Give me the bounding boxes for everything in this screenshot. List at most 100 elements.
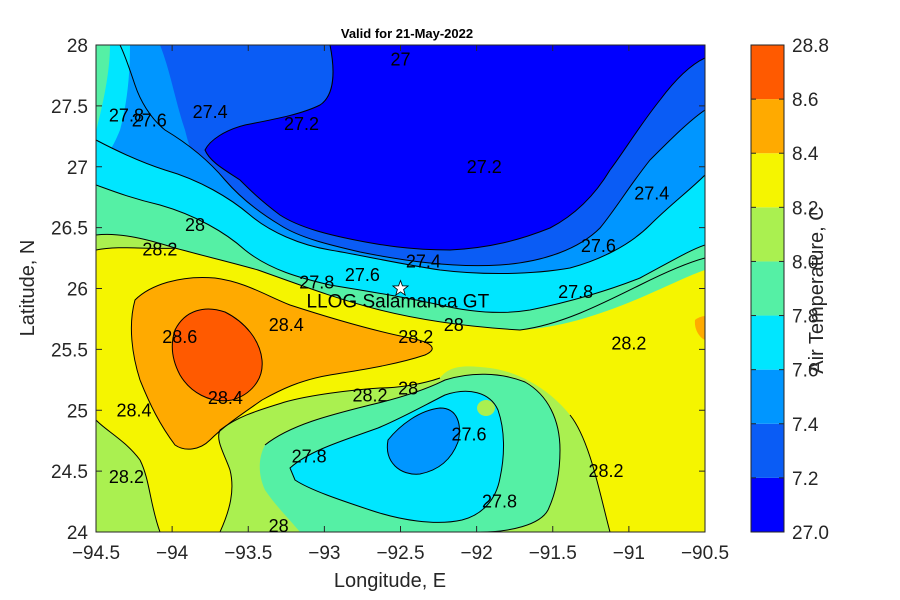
contour-label: 28.6 [162,327,197,347]
region-28-6 [172,309,263,401]
colorbar-frame [750,44,785,533]
y-tick-label: 26 [67,280,88,301]
y-tick-label: 24 [67,523,89,544]
ring-small [477,400,495,416]
contour-label: 28.2 [589,461,624,481]
contour-line [96,139,705,275]
contour-label: 28.4 [117,400,152,420]
contour-label: 27.6 [581,236,616,256]
colorbar-tick-label: 7.2 [792,469,818,490]
contour-label: 27.6 [345,265,380,285]
contour-line [96,233,176,249]
colorbar-swatch [751,423,784,478]
contour-label: 28.2 [398,327,433,347]
x-tick-label: −91.5 [529,543,577,564]
station-star-icon [391,279,410,296]
region-28-0-north [96,185,705,330]
contour-label: 28 [444,315,464,335]
contour-label: 27.8 [558,282,593,302]
contour-label: 28 [398,378,418,398]
colorbar-swatch [751,99,784,154]
contour-line [218,377,441,532]
contour-label: 27.6 [132,110,167,130]
y-tick-label: 27 [67,158,88,179]
colorbar-tick-label: 8.2 [792,198,818,219]
colorbar-tick-label: 27.0 [792,523,829,544]
colorbar-swatch [751,45,784,100]
contour-labels: 27 27.8 27.6 27.4 27.2 27.2 27.4 28 28.2 27.6 27.4… [109,50,669,536]
x-tick-label: −90.5 [681,543,729,564]
y-tick-label: 25.5 [51,340,88,361]
contour-label: 27.2 [284,114,319,134]
colorbar-swatch [751,153,784,208]
contour-label: 27.8 [299,272,334,292]
colorbar: 27.0 7.2 7.4 7.6 7.8 8.0 8.2 8.4 8.6 28.8 [750,36,829,544]
x-tick-label: −91 [613,543,645,564]
region-27-6-low [387,408,460,475]
colorbar-swatch [751,207,784,262]
contour-label: 27.8 [292,447,327,467]
contour-line [119,45,705,267]
y-tick-label: 26.5 [51,219,88,240]
contour-line [130,276,433,450]
x-tick-label: −93.5 [224,543,272,564]
colorbar-swatch [751,477,784,532]
contour-line [386,407,460,475]
colorbar-tick-label: 28.8 [792,36,829,57]
contour-line [171,308,263,402]
contour-label: 27 [390,50,410,70]
contour-line [96,184,705,313]
region-28-4-edge [694,316,705,340]
x-tick-label: −92 [461,543,493,564]
x-axis-title: Longitude, E [334,570,446,592]
contour-label: 27.8 [482,492,517,512]
contour-label: 28 [185,215,205,235]
contour-label: 27.2 [467,157,502,177]
y-tick-label: 27.5 [51,97,88,118]
region-28-0-nw [96,45,110,132]
contour-label: 28.2 [142,240,177,260]
x-tick-label: −92.5 [376,543,424,564]
contour-label: 28.2 [353,386,388,406]
y-axis-title: Latitude, N [17,240,39,337]
colorbar-tick-label: 8.6 [792,90,818,111]
colorbar-label: Air Temperature, C [806,206,828,373]
y-tick-label: 24.5 [51,462,88,483]
x-tick-label: −93 [308,543,340,564]
chart-title: Valid for 21-May-2022 [341,26,473,41]
x-tick-label: −94.5 [72,543,120,564]
y-axis: 24 24.5 25 25.5 26 26.5 27 27.5 28 [51,36,705,544]
contour-line [96,247,705,331]
contour-line [96,419,161,532]
colorbar-tick-label: 8.0 [792,252,818,273]
contour-lines [96,45,705,532]
contour-label: 28.2 [611,333,646,353]
contour-label: 27.4 [406,252,441,272]
contour-line [289,390,505,523]
contour-fill [96,45,705,532]
x-axis: −94.5 −94 −93.5 −93 −92.5 −92 −91.5 −91 −90.5 [72,45,729,564]
contour-label: 28 [269,516,289,536]
station-marker: LLOG Salamanca GT [307,279,490,313]
colorbar-swatch [751,261,784,316]
contour-line [264,373,561,532]
y-tick-label: 28 [67,36,88,57]
contour-label: 27.4 [193,102,228,122]
contour-label: 28.2 [109,467,144,487]
contour-label: 27.4 [634,184,669,204]
contour-label: 28.4 [208,388,243,408]
colorbar-tick-label: 7.8 [792,307,818,328]
station-label: LLOG Salamanca GT [307,292,490,313]
region-27-0-north [345,45,640,138]
contour-label: 27.6 [451,425,486,445]
colorbar-tick-label: 7.4 [792,415,819,436]
contour-line [569,414,611,532]
y-tick-label: 25 [67,401,88,422]
colorbar-swatch [751,315,784,370]
colorbar-tick-label: 8.4 [792,144,819,165]
contour-line [204,45,705,251]
contour-label: 28.4 [269,315,304,335]
colorbar-tick-label: 7.6 [792,361,818,382]
colorbar-swatch [751,369,784,424]
